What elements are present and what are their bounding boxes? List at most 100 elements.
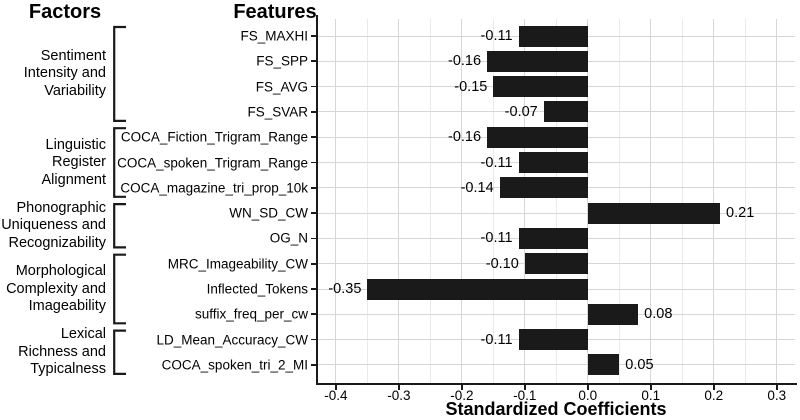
y-axis-tick	[310, 60, 316, 63]
major-vertical-gridline	[587, 19, 589, 383]
coefficient-bar	[487, 50, 588, 72]
factor-label-line: Lexical	[60, 326, 106, 342]
factor-label-line: Linguistic	[45, 136, 106, 153]
y-axis-tick	[310, 237, 316, 240]
factor-bracket	[113, 25, 126, 122]
horizontal-gridline	[317, 212, 795, 214]
feature-label: OG_N	[269, 230, 308, 246]
factor-label-line: Recognizability	[8, 234, 106, 251]
x-axis-tick	[524, 385, 526, 390]
coefficient-bar	[587, 303, 639, 325]
y-axis-tick	[310, 288, 316, 290]
coefficient-bar	[524, 253, 588, 275]
y-axis-tick	[310, 313, 316, 316]
y-axis-tick	[310, 111, 316, 113]
x-axis-tick	[649, 385, 652, 390]
coefficient-bar	[518, 329, 588, 351]
y-axis-tick	[310, 136, 316, 139]
major-vertical-gridline	[776, 19, 778, 383]
factor-bracket	[113, 127, 126, 198]
horizontal-gridline	[317, 313, 795, 315]
major-vertical-gridline	[524, 19, 526, 383]
factor-label-line: Complexity and	[6, 280, 106, 297]
y-axis-line	[315, 15, 319, 386]
feature-label: FS_SVAR	[247, 104, 308, 120]
y-axis-tick	[310, 364, 316, 366]
factor-bracket	[113, 253, 126, 325]
factor-bracket	[113, 203, 126, 249]
x-axis-tick	[587, 385, 589, 390]
factors-column-header: Factors	[28, 1, 102, 23]
feature-label: suffix_freq_per_cw	[194, 306, 308, 322]
x-axis-tick-label: -0.4	[324, 388, 348, 403]
factor-label-line: Typicalness	[30, 361, 106, 377]
bar-value-label: -0.14	[460, 179, 494, 196]
feature-label: COCA_spoken_tri_2_MI	[161, 357, 308, 373]
x-axis-tick-label: 0.2	[704, 388, 724, 403]
major-vertical-gridline	[650, 19, 652, 383]
coefficient-bar	[493, 76, 588, 98]
factor-label-line: Phonographic	[16, 199, 107, 216]
factor-label-line: Sentiment	[40, 47, 106, 64]
feature-label: COCA_Fiction_Trigram_Range	[120, 129, 308, 145]
factor-label-line: Imageability	[28, 297, 106, 314]
feature-label: FS_AVG	[255, 79, 308, 95]
major-vertical-gridline	[713, 19, 715, 383]
factor-label: Lexical Richness and Typicalness	[18, 326, 106, 379]
bar-value-label: 0.05	[625, 356, 654, 373]
features-column-header: Features	[233, 1, 317, 23]
x-axis-tick	[775, 385, 778, 390]
y-axis-tick	[310, 186, 316, 189]
factor-label-line: Richness and	[18, 343, 106, 360]
coefficient-bar	[499, 177, 588, 199]
factor-label: Sentiment Intensity and Variability	[24, 48, 106, 101]
x-axis-tick-label: -0.3	[387, 388, 411, 403]
feature-label: WN_SD_CW	[229, 205, 308, 221]
minor-vertical-gridline	[366, 19, 368, 383]
y-axis-tick	[310, 338, 316, 341]
feature-label: LD_Mean_Accuracy_CW	[156, 332, 308, 348]
feature-label: FS_MAXHI	[240, 28, 308, 44]
minor-vertical-gridline	[492, 19, 494, 383]
factor-label-line: Alignment	[41, 171, 106, 188]
y-axis-tick	[310, 35, 316, 37]
factor-label-line: Variability	[44, 82, 106, 99]
bar-value-label: 0.21	[726, 205, 755, 222]
bar-value-label: -0.10	[485, 255, 519, 272]
minor-vertical-gridline	[429, 19, 431, 383]
y-axis-tick	[310, 85, 316, 88]
bar-value-label: -0.07	[504, 103, 538, 120]
factor-label: Morphological Complexity and Imageability	[6, 263, 106, 316]
factor-label-line: Morphological	[15, 262, 106, 279]
major-vertical-gridline	[461, 19, 463, 383]
feature-label: COCA_magazine_tri_prop_10k	[120, 180, 308, 196]
coefficient-bar	[518, 227, 588, 249]
bar-value-label: 0.08	[644, 306, 673, 323]
bar-value-label: -0.11	[480, 230, 513, 247]
factor-label-line: Uniqueness and	[1, 217, 106, 233]
x-axis-tick-label: 0.0	[578, 388, 598, 403]
bar-value-label: -0.16	[447, 129, 482, 146]
coefficient-bar	[587, 354, 620, 376]
y-axis-tick	[310, 262, 316, 265]
x-axis-line	[315, 382, 798, 386]
feature-label: Inflected_Tokens	[206, 281, 308, 297]
coefficient-bar	[518, 25, 588, 47]
feature-label: MRC_Imageability_CW	[167, 256, 308, 272]
coefficient-bar	[367, 278, 588, 300]
minor-vertical-gridline	[744, 19, 746, 383]
y-axis-tick	[310, 161, 316, 164]
bar-value-label: -0.11	[480, 28, 513, 44]
x-axis-tick	[712, 385, 715, 390]
minor-vertical-gridline	[618, 19, 620, 383]
coefficient-bar	[587, 202, 721, 224]
major-vertical-gridline	[398, 19, 400, 383]
bar-value-label: -0.11	[480, 154, 513, 171]
feature-label: FS_SPP	[256, 53, 308, 69]
x-axis-tick-label: 0.1	[641, 388, 661, 403]
bar-value-label: -0.15	[454, 78, 488, 95]
major-vertical-gridline	[335, 19, 337, 383]
factor-label-line: Intensity and	[23, 65, 106, 82]
